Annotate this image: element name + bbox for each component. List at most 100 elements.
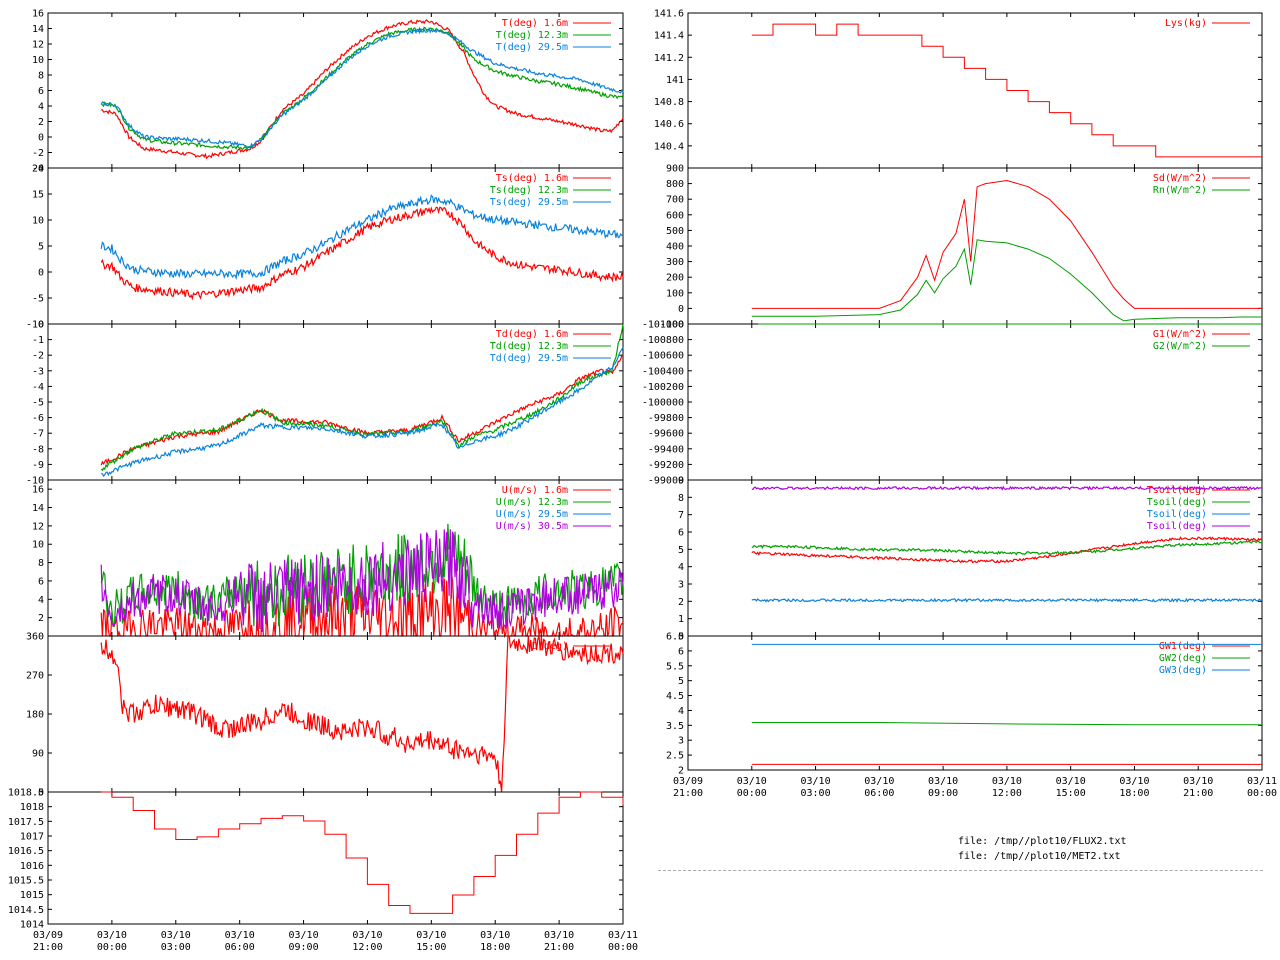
soil-temp-legend-label: Tsoil(deg) — [1147, 497, 1207, 508]
wind-dir-series-line — [100, 635, 624, 793]
ground-flux-ytick-label: -100200 — [642, 382, 684, 393]
ground-water-xtick-time: 21:00 — [1183, 788, 1213, 799]
radiation-series-line — [751, 179, 1262, 309]
ground-water-series-line — [751, 722, 1262, 726]
air-temp-ytick-label: 10 — [32, 55, 44, 66]
ground-water-xtick-time: 00:00 — [1247, 788, 1277, 799]
ground-flux-legend-label: G1(W/m^2) — [1153, 329, 1207, 340]
ground-flux-ytick-label: -99200 — [648, 460, 684, 471]
dew-point-ytick-label: -10 — [26, 476, 44, 487]
ground-water-ytick-label: 3 — [678, 736, 684, 747]
dew-point-ytick-label: -7 — [32, 429, 44, 440]
soil-temp-ytick-label: 2 — [678, 597, 684, 608]
pressure-ytick-label: 1015.5 — [8, 876, 44, 887]
surface-temp-ytick-label: 0 — [38, 268, 44, 279]
air-temp-series-line — [101, 19, 624, 160]
pressure-xtick-date: 03/10 — [544, 930, 574, 941]
wind-speed-legend-label: U(m/s) 30.5m — [496, 521, 568, 532]
wind-speed-series-line — [100, 573, 624, 639]
surface-temp-legend-label: Ts(deg) 29.5m — [490, 197, 568, 208]
radiation-ytick-label: 100 — [666, 288, 684, 299]
dew-point-ytick-label: -4 — [32, 382, 44, 393]
air-temp-series-line — [100, 26, 624, 151]
ground-water-xtick-time: 00:00 — [737, 788, 767, 799]
ground-water-xtick-time: 12:00 — [992, 788, 1022, 799]
surface-temp-ytick-label: 15 — [32, 190, 44, 201]
ground-water-xtick-date: 03/10 — [864, 776, 894, 787]
surface-temp-series-line — [100, 194, 624, 281]
air-temp-ytick-label: -4 — [32, 164, 44, 175]
pressure-xtick-time: 03:00 — [161, 942, 191, 953]
pressure-ytick-label: 1017.5 — [8, 817, 44, 828]
surface-temp-series-line — [100, 206, 624, 301]
pressure-series-line — [101, 791, 624, 914]
ground-flux-ytick-label: -100600 — [642, 351, 684, 362]
pressure-ytick-label: 1017 — [20, 832, 44, 843]
wind-dir-ytick-label: 180 — [26, 710, 44, 721]
pressure-ytick-label: 1014.5 — [8, 905, 44, 916]
dew-point-legend-label: Td(deg) 12.3m — [490, 341, 568, 352]
lys-frame — [687, 12, 1263, 169]
lys-ytick-label: 140.6 — [654, 119, 684, 130]
wind-speed-ytick-label: 14 — [32, 503, 44, 514]
surface-temp-legend-label: Ts(deg) 12.3m — [490, 185, 568, 196]
radiation-ytick-label: 400 — [666, 242, 684, 253]
ground-water-xtick-date: 03/10 — [737, 776, 767, 787]
pressure-ytick-label: 1014 — [20, 920, 44, 931]
surface-temp-ytick-label: 10 — [32, 216, 44, 227]
ground-flux-ytick-label: -99400 — [648, 444, 684, 455]
wind-speed-series-line — [100, 523, 624, 631]
pressure-xtick-time: 15:00 — [416, 942, 446, 953]
file-flux-label: file: /tmp//plot10/FLUX2.txt — [958, 836, 1127, 847]
lys-ytick-label: 141.6 — [654, 9, 684, 20]
lys-ytick-label: 141.4 — [654, 31, 684, 42]
wind-speed-ytick-label: 16 — [32, 485, 44, 496]
lys-series-line — [751, 23, 1262, 158]
wind-speed-legend-label: U(m/s) 12.3m — [496, 497, 568, 508]
air-temp-ytick-label: 2 — [38, 117, 44, 128]
pressure-xtick-date: 03/10 — [416, 930, 446, 941]
soil-temp-ytick-label: 6 — [678, 528, 684, 539]
radiation-ytick-label: -100 — [660, 320, 684, 331]
lys-ytick-label: 140.4 — [654, 141, 684, 152]
ground-water-xtick-time: 06:00 — [864, 788, 894, 799]
radiation-legend-label: Sd(W/m^2) — [1153, 173, 1207, 184]
separator-line — [658, 870, 1263, 871]
radiation-ytick-label: 300 — [666, 257, 684, 268]
radiation-ytick-label: 900 — [666, 164, 684, 175]
file-list: file: /tmp//plot10/FLUX2.txt file: /tmp/… — [958, 834, 1127, 864]
pressure-xtick-date: 03/10 — [352, 930, 382, 941]
dew-point-ytick-label: -5 — [32, 398, 44, 409]
air-temp-ytick-label: 4 — [38, 102, 44, 113]
surface-temp-ytick-label: 20 — [32, 164, 44, 175]
wind-speed-legend-label: U(m/s) 1.6m — [502, 485, 568, 496]
air-temp-series-line — [100, 26, 624, 149]
ground-water-legend-label: GW3(deg) — [1159, 665, 1207, 676]
radiation-series-line — [751, 239, 1262, 322]
ground-flux-ytick-label: -100800 — [642, 335, 684, 346]
ground-water-ytick-label: 2.5 — [666, 751, 684, 762]
air-temp-ytick-label: 8 — [38, 71, 44, 82]
ground-water-xtick-date: 03/10 — [928, 776, 958, 787]
ground-water-xtick-date: 03/10 — [1056, 776, 1086, 787]
radiation-legend-label: Rn(W/m^2) — [1153, 185, 1207, 196]
dew-point-ytick-label: -1 — [32, 335, 44, 346]
wind-dir-ytick-label: 90 — [32, 749, 44, 760]
file-met-label: file: /tmp//plot10/MET2.txt — [958, 851, 1121, 862]
ground-water-frame — [687, 635, 1263, 771]
surface-temp-ytick-label: -10 — [26, 320, 44, 331]
pressure-xtick-time: 12:00 — [352, 942, 382, 953]
air-temp-ytick-label: 6 — [38, 86, 44, 97]
ground-water-xtick-time: 21:00 — [673, 788, 703, 799]
soil-temp-series-line — [751, 540, 1263, 556]
ground-flux-ytick-label: -100400 — [642, 366, 684, 377]
ground-flux-ytick-label: -100000 — [642, 398, 684, 409]
air-temp-legend-label: T(deg) 12.3m — [496, 30, 568, 41]
ground-water-ytick-label: 4 — [678, 706, 684, 717]
ground-water-xtick-date: 03/10 — [1183, 776, 1213, 787]
ground-water-ytick-label: 6.5 — [666, 632, 684, 643]
ground-water-xtick-time: 03:00 — [801, 788, 831, 799]
pressure-xtick-time: 21:00 — [544, 942, 574, 953]
air-temp-ytick-label: 14 — [32, 24, 44, 35]
